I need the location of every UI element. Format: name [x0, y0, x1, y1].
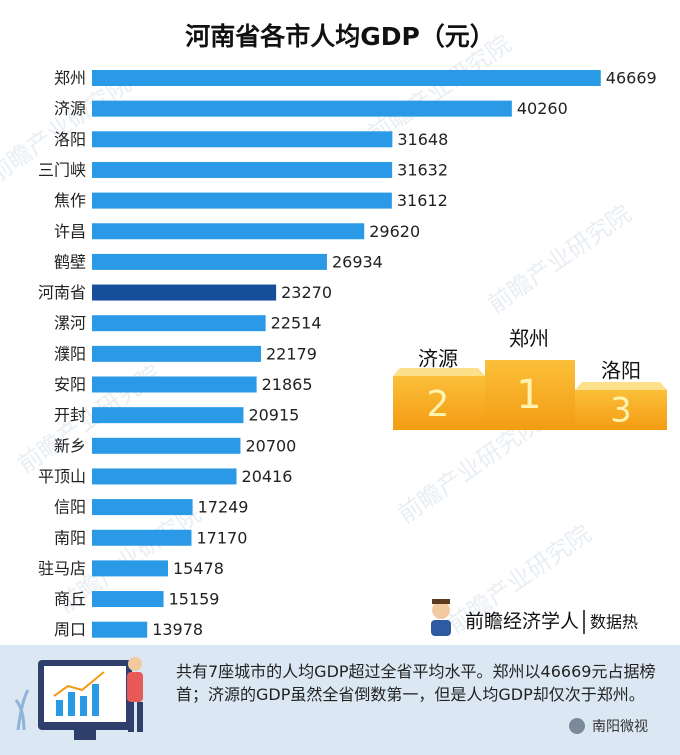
icon-line — [53, 671, 105, 697]
podium-top — [393, 368, 485, 376]
brand-name: 前瞻经济学人 — [465, 611, 579, 633]
bar — [92, 253, 327, 270]
chart-title: 河南省各市人均GDP（元） — [185, 22, 495, 51]
brand-icon — [432, 599, 450, 604]
value-label: 13978 — [152, 620, 203, 639]
value-label: 20915 — [248, 406, 299, 425]
bar — [92, 499, 193, 516]
value-label: 40260 — [517, 99, 568, 118]
source-icon — [569, 718, 585, 734]
bar — [92, 591, 164, 608]
bar — [92, 223, 365, 240]
y-tick-label: 开封 — [54, 406, 86, 425]
icon-bar — [68, 692, 75, 716]
brand-icon — [431, 620, 451, 636]
value-label: 31648 — [397, 130, 448, 149]
icon-person — [128, 657, 142, 671]
bar — [92, 345, 261, 362]
y-tick-label: 洛阳 — [54, 130, 86, 149]
podium-rank: 2 — [427, 384, 450, 425]
y-tick-label: 平顶山 — [38, 467, 86, 486]
bar — [92, 560, 169, 577]
bar — [92, 192, 392, 209]
bar — [92, 621, 148, 638]
bar — [92, 70, 601, 86]
bar — [92, 284, 277, 301]
y-tick-label: 濮阳 — [54, 344, 86, 363]
icon-bar — [92, 684, 99, 716]
value-label: 22179 — [266, 344, 317, 363]
value-label: 17249 — [198, 498, 249, 517]
value-label: 23270 — [281, 283, 332, 302]
podium-top — [575, 382, 667, 390]
value-label: 29620 — [369, 222, 420, 241]
bar — [92, 468, 237, 485]
y-tick-label: 漯河 — [54, 314, 86, 333]
value-label: 31632 — [397, 160, 448, 179]
watermark: 前瞻产业研究院 — [483, 200, 637, 319]
bar — [92, 131, 393, 148]
bar — [92, 376, 257, 393]
value-label: 15159 — [169, 590, 220, 609]
note: 共有7座城市的人均GDP超过全省平均水平。郑州以46669元占据榜首；济源的GD… — [176, 662, 656, 704]
y-tick-label: 商丘 — [54, 590, 86, 609]
bar — [92, 437, 241, 454]
bar — [92, 315, 266, 332]
podium-rank: 1 — [516, 372, 541, 418]
value-label: 46669 — [606, 69, 657, 88]
y-tick-label: 河南省 — [38, 283, 86, 302]
podium-block — [485, 360, 575, 430]
podium-label: 济源 — [418, 347, 458, 371]
icon-plant — [14, 689, 30, 731]
note-icon — [14, 657, 143, 740]
y-tick-label: 驻马店 — [38, 559, 86, 578]
value-label: 20700 — [245, 436, 296, 455]
podium-label: 郑州 — [509, 327, 549, 351]
icon-bar — [56, 700, 63, 716]
value-label: 17170 — [196, 528, 247, 547]
icon-stand — [74, 730, 96, 740]
value-label: 20416 — [242, 467, 293, 486]
podium-block — [393, 376, 485, 430]
icon-bar — [80, 696, 87, 716]
y-tick-label: 许昌 — [54, 222, 86, 241]
bar — [92, 161, 393, 178]
y-tick-label: 三门峡 — [38, 160, 86, 179]
bar — [92, 100, 512, 117]
brand-icon — [432, 601, 450, 619]
y-tick-label: 郑州 — [54, 69, 86, 88]
y-tick-label: 周口 — [54, 620, 86, 639]
y-tick-label: 焦作 — [54, 191, 86, 210]
bars: 郑州 46669 济源 40260 洛阳 31648 三门峡 31632 焦作 31612 许昌 29… — [38, 69, 657, 640]
bar — [92, 407, 244, 424]
podium: 济源 郑州 洛阳 2 1 3 — [393, 327, 667, 431]
brand: 前瞻经济学人 数据热 — [431, 599, 638, 636]
bar — [92, 529, 192, 546]
icon-person — [128, 702, 134, 732]
y-tick-label: 南阳 — [54, 528, 86, 547]
y-tick-label: 信阳 — [54, 498, 86, 517]
podium-block — [575, 390, 667, 430]
value-label: 22514 — [271, 314, 322, 333]
y-tick-label: 新乡 — [54, 436, 86, 455]
value-label: 15478 — [173, 559, 224, 578]
podium-rank: 3 — [610, 391, 632, 431]
value-label: 26934 — [332, 252, 383, 271]
brand-tag: 数据热 — [590, 613, 638, 632]
icon-person — [127, 672, 143, 702]
value-label: 21865 — [262, 375, 313, 394]
y-tick-label: 安阳 — [54, 375, 86, 394]
podium-label: 洛阳 — [601, 359, 641, 383]
source: 南阳微视 — [592, 719, 648, 735]
y-tick-label: 济源 — [54, 99, 86, 118]
y-tick-label: 鹤壁 — [54, 252, 86, 271]
icon-person — [137, 702, 143, 732]
value-label: 31612 — [397, 191, 448, 210]
